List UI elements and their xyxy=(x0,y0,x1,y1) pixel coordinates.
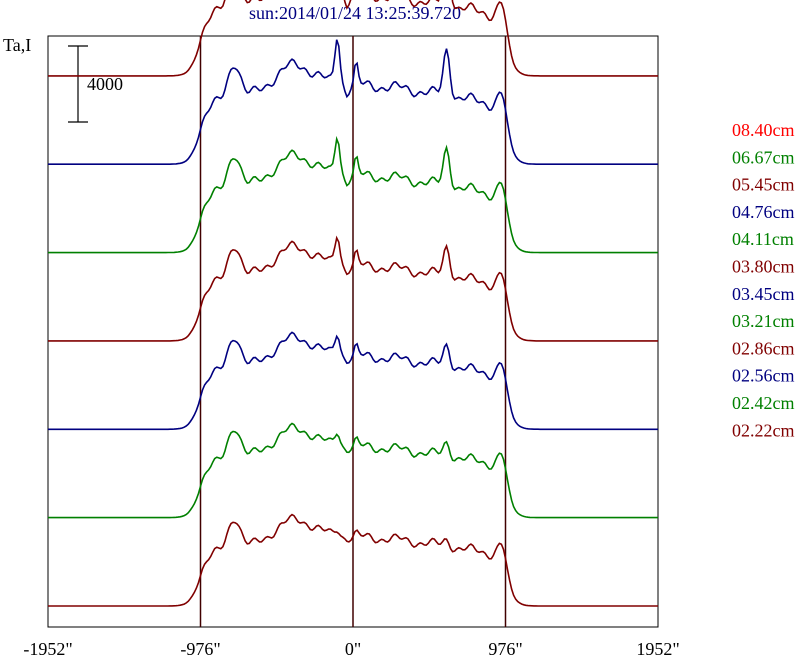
legend-entry: 03.45cm xyxy=(732,284,795,304)
x-tick-label: -976" xyxy=(180,639,220,659)
series-trace-02.56cm xyxy=(48,39,658,165)
legend-entry: 02.86cm xyxy=(732,338,795,358)
series-trace-02.22cm xyxy=(48,235,658,342)
series-trace-extra-2 xyxy=(48,513,658,607)
legend-entry: 02.56cm xyxy=(732,366,795,386)
y-axis-label: Ta,I xyxy=(3,35,31,55)
series-trace-extra-0 xyxy=(48,331,658,431)
scale-bar-label: 4000 xyxy=(87,74,123,94)
series-trace-02.86cm xyxy=(48,0,658,77)
legend-entry: 06.67cm xyxy=(732,147,795,167)
series-trace-02.42cm xyxy=(48,135,658,254)
legend-entry: 04.11cm xyxy=(732,229,794,249)
x-tick-label: -1952" xyxy=(23,639,72,659)
legend-entry: 08.40cm xyxy=(732,120,795,140)
legend-entry: 03.21cm xyxy=(732,311,795,331)
legend-entry: 02.42cm xyxy=(732,393,795,413)
chart-title: sun:2014/01/24 13:25:39.720 xyxy=(249,3,461,23)
x-tick-label: 976" xyxy=(488,639,522,659)
x-tick-label: 0" xyxy=(345,639,361,659)
legend-entry: 02.22cm xyxy=(732,420,795,440)
legend-entry: 03.80cm xyxy=(732,257,795,277)
x-tick-label: 1952" xyxy=(636,639,679,659)
series-trace-extra-1 xyxy=(48,422,658,519)
scale-bar: 4000 xyxy=(68,45,123,123)
legend-entry: 05.45cm xyxy=(732,175,795,195)
legend-entry: 04.76cm xyxy=(732,202,795,222)
